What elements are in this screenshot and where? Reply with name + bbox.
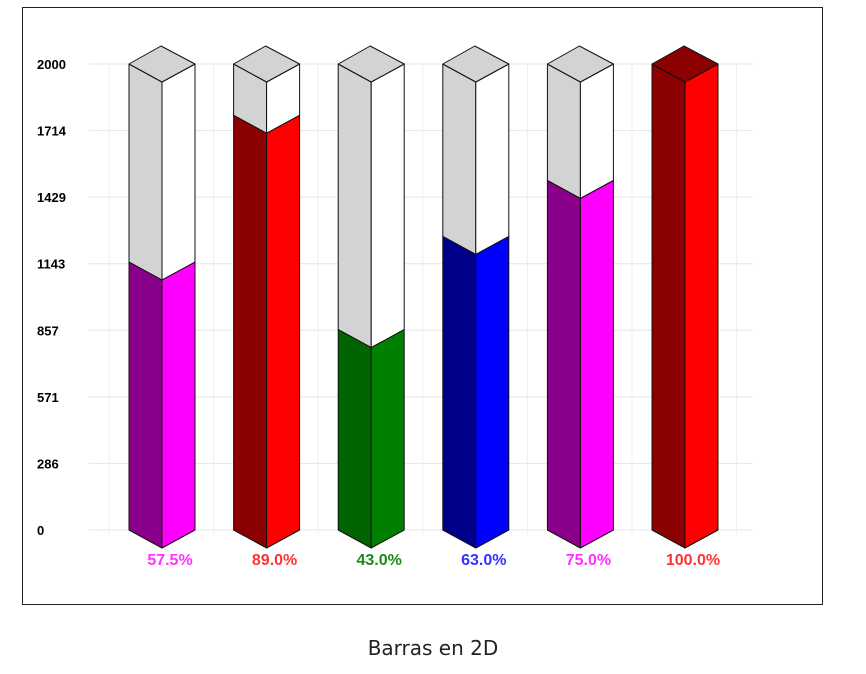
- bar-percent-label: 100.0%: [666, 552, 720, 569]
- bar-percent-label: 57.5%: [147, 552, 192, 569]
- bar-labels: 57.5% 89.0% 43.0% 63.0% 75.0% 100.0%: [147, 552, 720, 569]
- bar-fill-side: [337, 329, 372, 549]
- y-axis-ticks: 0 286 571 857 1143 1429 1714 2000: [37, 57, 67, 538]
- bar-percent-label: 89.0%: [252, 552, 297, 569]
- bar-3d: [233, 45, 301, 549]
- bar-empty-front: [475, 63, 510, 255]
- bar-fill-side: [128, 261, 163, 549]
- bar-empty-front: [370, 63, 405, 349]
- bar-empty-side: [442, 63, 477, 255]
- bar-fill-front: [684, 63, 719, 549]
- bar-fill-front: [266, 114, 301, 549]
- chart-caption: Barras en 2D: [367, 636, 499, 660]
- bar-fill-side: [233, 114, 268, 549]
- y-tick-label: 1429: [37, 190, 66, 205]
- bar-fill-front: [475, 235, 510, 549]
- bar-fill-front: [579, 180, 614, 549]
- bar-empty-side: [337, 63, 372, 349]
- bar-percent-label: 43.0%: [357, 552, 402, 569]
- y-tick-label: 1143: [37, 257, 65, 272]
- bar-3d: [337, 45, 405, 549]
- bar-empty-side: [128, 63, 163, 281]
- bar-3d: [128, 45, 196, 549]
- bar-top-cap: [337, 45, 405, 83]
- y-tick-label: 286: [37, 456, 59, 471]
- bar-top-cap: [546, 45, 614, 83]
- bar-percent-label: 75.0%: [566, 552, 611, 569]
- bar-empty-side: [546, 63, 581, 199]
- bar-top-cap: [651, 45, 719, 83]
- bar-percent-label: 63.0%: [461, 552, 506, 569]
- bar-3d: [442, 45, 510, 549]
- bar-empty-front: [161, 63, 196, 281]
- bar-fill-front: [161, 261, 196, 549]
- grid-layer: [89, 63, 753, 534]
- bar-top-cap: [233, 45, 301, 83]
- y-tick-label: 571: [37, 390, 59, 405]
- bar-fill-side: [546, 180, 581, 549]
- y-tick-label: 0: [37, 523, 44, 538]
- bar-3d: [651, 45, 719, 549]
- y-tick-label: 1714: [37, 124, 67, 139]
- bar-top-cap: [442, 45, 510, 83]
- y-tick-label: 2000: [37, 57, 66, 72]
- bar-fill-side: [442, 235, 477, 549]
- bar-empty-front: [579, 63, 614, 199]
- bar-fill-front: [370, 329, 405, 549]
- y-tick-label: 857: [37, 323, 59, 338]
- bar-3d: [546, 45, 614, 549]
- bar-fill-side: [651, 63, 686, 549]
- chart-frame: 0 286 571 857 1143 1429 1714 2000 57.5% 89.0% 43.…: [22, 7, 823, 605]
- bars-layer: [128, 45, 719, 549]
- bar-top-cap: [128, 45, 196, 83]
- chart-svg: 0 286 571 857 1143 1429 1714 2000 57.5% 89.0% 43.…: [37, 45, 753, 569]
